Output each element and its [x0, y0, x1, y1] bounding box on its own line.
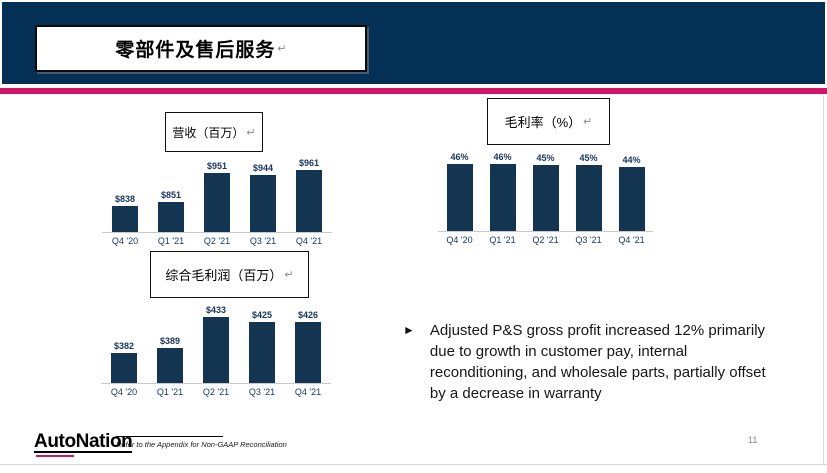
- x-axis-labels: Q4 '20 Q1 '21 Q2 '21 Q3 '21 Q4 '21: [438, 232, 653, 245]
- bar-group: $382: [101, 341, 147, 383]
- gross-profit-chart-title-box: 综合毛利润（百万） ↵: [150, 251, 309, 298]
- bar-value-label: $425: [251, 310, 273, 320]
- accent-rule: [0, 88, 827, 94]
- bar-group: $961: [286, 158, 332, 232]
- margin-chart: 46% 46% 45% 45% 44% Q4 '20 Q1 '21 Q2 '21 Q3 '21…: [438, 142, 653, 245]
- bar-value-label: 45%: [536, 153, 555, 163]
- bar-value-label: 46%: [493, 152, 512, 162]
- bar-group: 45%: [567, 153, 610, 231]
- bar-value-label: $851: [160, 190, 182, 200]
- bullet-arrow-icon: ►: [403, 323, 415, 337]
- bar-group: $951: [194, 161, 240, 232]
- bar-value-label: 46%: [450, 152, 469, 162]
- bar-value-label: $433: [205, 305, 227, 315]
- plot-area: $382 $389 $433 $425 $426: [101, 292, 331, 384]
- bar: [489, 164, 516, 231]
- gross-profit-chart: $382 $389 $433 $425 $426 Q4 '20 Q1 '21 Q2 '21 Q…: [101, 292, 331, 397]
- bar-group: $838: [102, 194, 148, 232]
- bar-value-label: $838: [114, 194, 136, 204]
- bar-value-label: 45%: [579, 153, 598, 163]
- bar-group: $426: [285, 310, 331, 383]
- axis-category-label: Q1 '21: [489, 235, 516, 245]
- bar-group: $433: [193, 305, 239, 383]
- bar: [111, 353, 137, 383]
- axis-category-label: Q4 '20: [111, 236, 139, 246]
- x-axis-labels: Q4 '20 Q1 '21 Q2 '21 Q3 '21 Q4 '21: [102, 233, 332, 246]
- footnote-text: Refer to the Appendix for Non-GAAP Recon…: [116, 440, 287, 449]
- gross-profit-chart-title: 综合毛利润（百万）: [165, 268, 283, 283]
- slide-bottom-edge: [0, 464, 827, 465]
- slide-title: 零部件及售后服务: [115, 40, 276, 61]
- margin-chart-title-box: 毛利率（%） ↵: [487, 98, 610, 145]
- axis-category-label: Q3 '21: [575, 235, 602, 245]
- bar: [295, 322, 321, 383]
- footnote-separator: [116, 436, 223, 437]
- axis-category-label: Q3 '21: [249, 236, 277, 246]
- bar-group: 46%: [438, 152, 481, 231]
- bar: [204, 173, 230, 232]
- axis-category-label: Q1 '21: [157, 236, 185, 246]
- bar-group: $389: [147, 336, 193, 383]
- bar-value-label: $382: [113, 341, 135, 351]
- bar: [446, 164, 473, 231]
- autonation-logo: AutoNation: [34, 431, 133, 453]
- bar-group: $425: [239, 310, 285, 383]
- bar-value-label: $944: [252, 163, 274, 173]
- axis-category-label: Q2 '21: [532, 235, 559, 245]
- bar: [249, 322, 275, 383]
- axis-category-label: Q3 '21: [248, 387, 276, 397]
- bar-value-label: $961: [298, 158, 320, 168]
- bar: [250, 175, 276, 232]
- bullet-point: ► Adjusted P&S gross profit increased 12…: [403, 320, 770, 404]
- return-mark-icon: ↵: [277, 43, 287, 55]
- page-number: 11: [748, 435, 758, 445]
- axis-category-label: Q4 '21: [294, 387, 322, 397]
- bar-value-label: $426: [297, 310, 319, 320]
- bar: [112, 206, 138, 232]
- axis-category-label: Q4 '20: [446, 235, 473, 245]
- return-mark-icon: ↵: [246, 126, 256, 139]
- bar: [158, 202, 184, 232]
- return-mark-icon: ↵: [583, 116, 593, 128]
- bar-group: $851: [148, 190, 194, 232]
- bar-group: 44%: [610, 155, 653, 231]
- return-mark-icon: ↵: [284, 269, 294, 281]
- bar: [618, 167, 645, 231]
- axis-category-label: Q1 '21: [156, 387, 184, 397]
- bullet-text: Adjusted P&S gross profit increased 12% …: [429, 322, 766, 402]
- slide-title-box: 零部件及售后服务 ↵: [35, 25, 367, 72]
- plot-area: 46% 46% 45% 45% 44%: [438, 142, 653, 232]
- axis-category-label: Q4 '20: [110, 387, 138, 397]
- axis-category-label: Q2 '21: [203, 236, 231, 246]
- bar-value-label: $951: [206, 161, 228, 171]
- bar: [532, 165, 559, 231]
- bar-group: 45%: [524, 153, 567, 231]
- logo-accent-line: [36, 455, 74, 457]
- bar-value-label: $389: [159, 336, 181, 346]
- bar: [203, 317, 229, 383]
- axis-category-label: Q4 '21: [618, 235, 645, 245]
- axis-category-label: Q2 '21: [202, 387, 230, 397]
- bar-group: 46%: [481, 152, 524, 231]
- slide-right-edge: [823, 95, 824, 464]
- bar: [157, 348, 183, 383]
- plot-area: $838 $851 $951 $944 $961: [102, 142, 332, 233]
- revenue-chart: $838 $851 $951 $944 $961 Q4 '20 Q1 '21 Q2 '21 Q…: [102, 142, 332, 246]
- margin-chart-title: 毛利率（%）: [504, 115, 582, 130]
- x-axis-labels: Q4 '20 Q1 '21 Q2 '21 Q3 '21 Q4 '21: [101, 384, 331, 397]
- bar: [575, 165, 602, 231]
- revenue-chart-title-box: 营收（百万） ↵: [165, 112, 263, 152]
- bar-group: $944: [240, 163, 286, 232]
- revenue-chart-title: 营收（百万）: [172, 125, 245, 140]
- bar-value-label: 44%: [622, 155, 641, 165]
- axis-category-label: Q4 '21: [295, 236, 323, 246]
- bar: [296, 170, 322, 232]
